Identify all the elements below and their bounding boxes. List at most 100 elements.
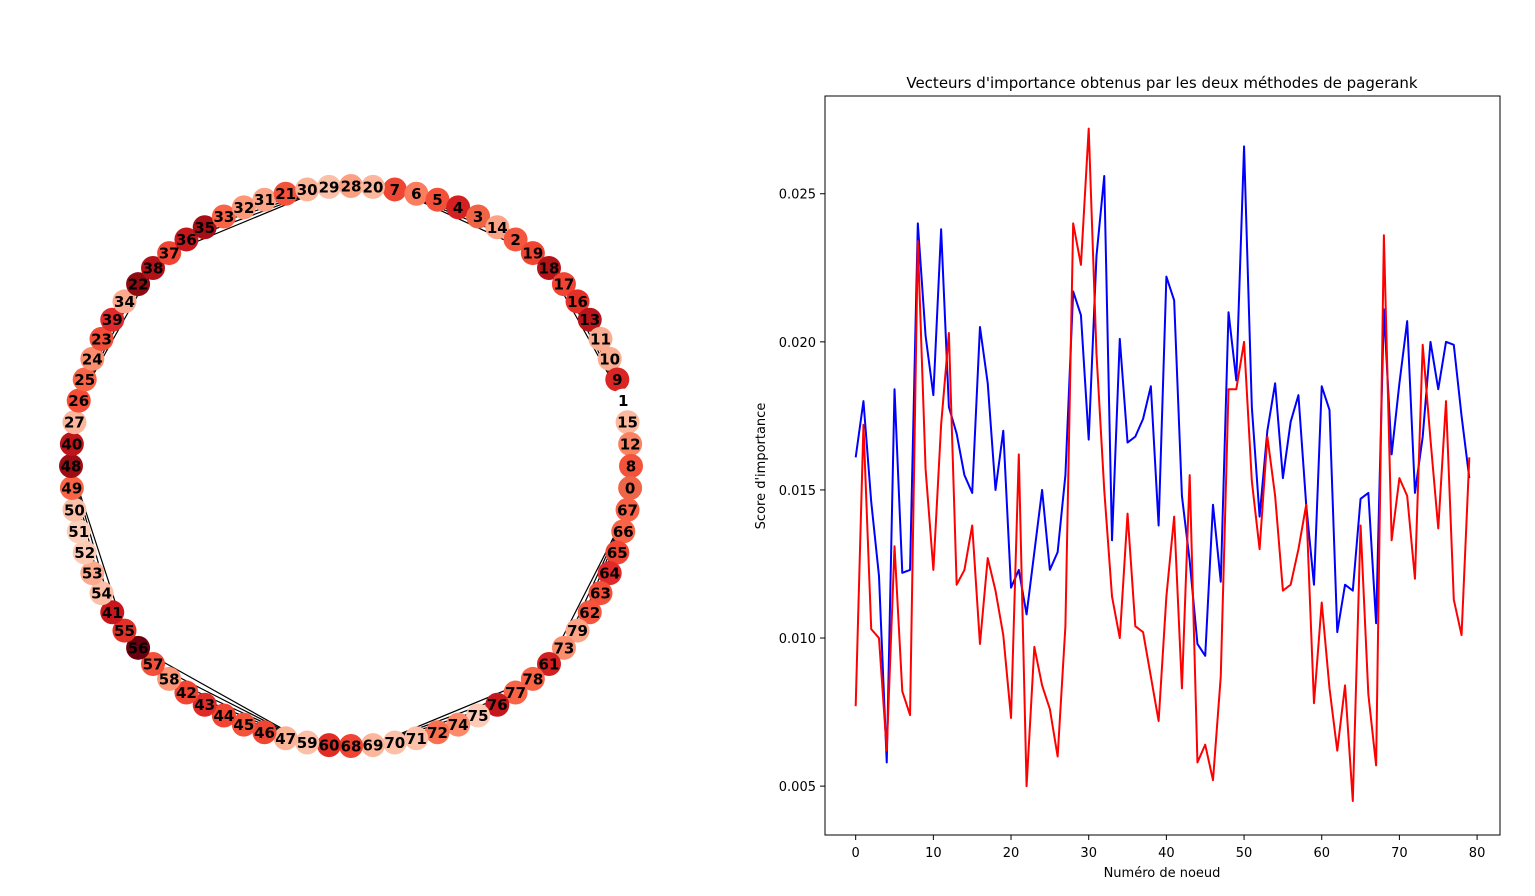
graph-node-label: 6 (411, 185, 421, 203)
graph-node (273, 726, 298, 751)
graph-node (577, 307, 602, 332)
graph-node-label: 28 (341, 178, 362, 196)
graph-node (317, 733, 342, 758)
graph-node-label: 67 (617, 501, 638, 519)
graph-node (211, 204, 236, 229)
graph-node (577, 600, 602, 625)
graph-node (466, 703, 491, 728)
graph-node (252, 720, 277, 745)
graph-node (112, 618, 137, 643)
graph-node-label: 63 (590, 585, 611, 603)
graph-node (615, 497, 640, 522)
graph-node (588, 326, 613, 351)
graph-node (425, 187, 450, 212)
graph-node-label: 12 (620, 436, 641, 454)
graph-node (112, 289, 137, 314)
graph-node-label: 38 (143, 260, 164, 278)
graph-node-label: 72 (427, 724, 448, 742)
graph-node-label: 73 (553, 639, 574, 657)
graph-node (485, 215, 510, 240)
graph-node (59, 454, 83, 478)
x-tick-label: 10 (925, 846, 942, 861)
graph-node (100, 307, 125, 332)
graph-node-label: 79 (567, 622, 588, 640)
graph-node (339, 734, 363, 758)
graph-node-label: 46 (254, 724, 275, 742)
graph-node-label: 68 (341, 738, 362, 756)
graph-node (66, 388, 91, 413)
graph-node-label: 16 (567, 293, 588, 311)
graph-node-label: 4 (453, 199, 463, 217)
y-axis-ticks: 0.005 0.010 0.015 0.020 0.025 (779, 188, 825, 795)
graph-node-label: 40 (61, 436, 82, 454)
graph-node (66, 519, 91, 544)
graph-node (192, 215, 217, 240)
graph-edge (137, 647, 308, 744)
graph-node (485, 692, 510, 717)
graph-node-label: 18 (539, 260, 560, 278)
graph-node-label: 74 (448, 716, 469, 734)
y-tick-label: 0.015 (779, 484, 816, 499)
graph-node-label: 0 (625, 479, 635, 497)
graph-node (520, 241, 545, 266)
graph-node (252, 187, 277, 212)
graph-node-label: 27 (64, 414, 85, 432)
graph-node-label: 23 (91, 330, 112, 348)
graph-node-label: 60 (319, 737, 340, 755)
graph-node-label: 36 (176, 231, 197, 249)
graph-node (192, 692, 217, 717)
graph-node (615, 410, 640, 435)
graph-node (62, 497, 87, 522)
network-graph: 7 6 5 4314219181716131110911512806766656463… (59, 174, 643, 758)
x-axis-ticks: 0 10 20 30 40 50 60 70 80 (852, 835, 1485, 861)
graph-node (404, 726, 429, 751)
graph-node-label: 26 (68, 392, 89, 410)
graph-node (404, 181, 429, 206)
graph-node (425, 720, 450, 745)
graph-node (231, 195, 256, 220)
graph-node (618, 432, 643, 457)
graph-node-label: 2 (510, 231, 520, 249)
plot-area (824, 95, 1501, 836)
graph-node (619, 454, 643, 478)
graph-node-label: 47 (275, 730, 296, 748)
graph-node-label: 31 (254, 191, 275, 209)
graph-node (360, 174, 385, 199)
graph-node (551, 635, 576, 660)
graph-node (72, 540, 97, 565)
graph-node (126, 635, 151, 660)
graph-node-label: 75 (468, 707, 489, 725)
graph-node (157, 666, 182, 691)
graph-node-label: 62 (579, 604, 600, 622)
graph-node-label: 19 (522, 245, 543, 263)
graph-node (339, 174, 363, 198)
graph-nodes: 7 6 5 4314219181716131110911512806766656463… (59, 174, 643, 758)
x-tick-label: 70 (1391, 846, 1408, 861)
y-tick-label: 0.010 (779, 632, 816, 647)
graph-node (174, 227, 199, 252)
graph-node (80, 346, 105, 371)
graph-node-label: 49 (61, 479, 82, 497)
series-lines (854, 127, 1471, 802)
line-chart: Vecteurs d'importance obtenus par les de… (754, 74, 1501, 881)
graph-node (446, 712, 471, 737)
graph-node (80, 561, 105, 586)
series-line-2 (854, 127, 1471, 802)
graph-node-label: 56 (128, 639, 149, 657)
graph-node (382, 177, 407, 202)
graph-node-label: 64 (599, 565, 620, 583)
y-axis-label: Score d'importance (754, 403, 769, 530)
graph-node-label: 30 (297, 181, 318, 199)
graph-node-label: 76 (487, 696, 508, 714)
graph-node-label: 14 (487, 219, 508, 237)
series-line-1 (854, 145, 1471, 764)
graph-node (565, 289, 590, 314)
graph-node (62, 410, 87, 435)
graph-node (317, 174, 342, 199)
graph-node (89, 581, 114, 606)
graph-node (231, 712, 256, 737)
y-tick-label: 0.005 (779, 780, 816, 795)
x-tick-label: 30 (1080, 846, 1097, 861)
x-tick-label: 20 (1003, 846, 1020, 861)
